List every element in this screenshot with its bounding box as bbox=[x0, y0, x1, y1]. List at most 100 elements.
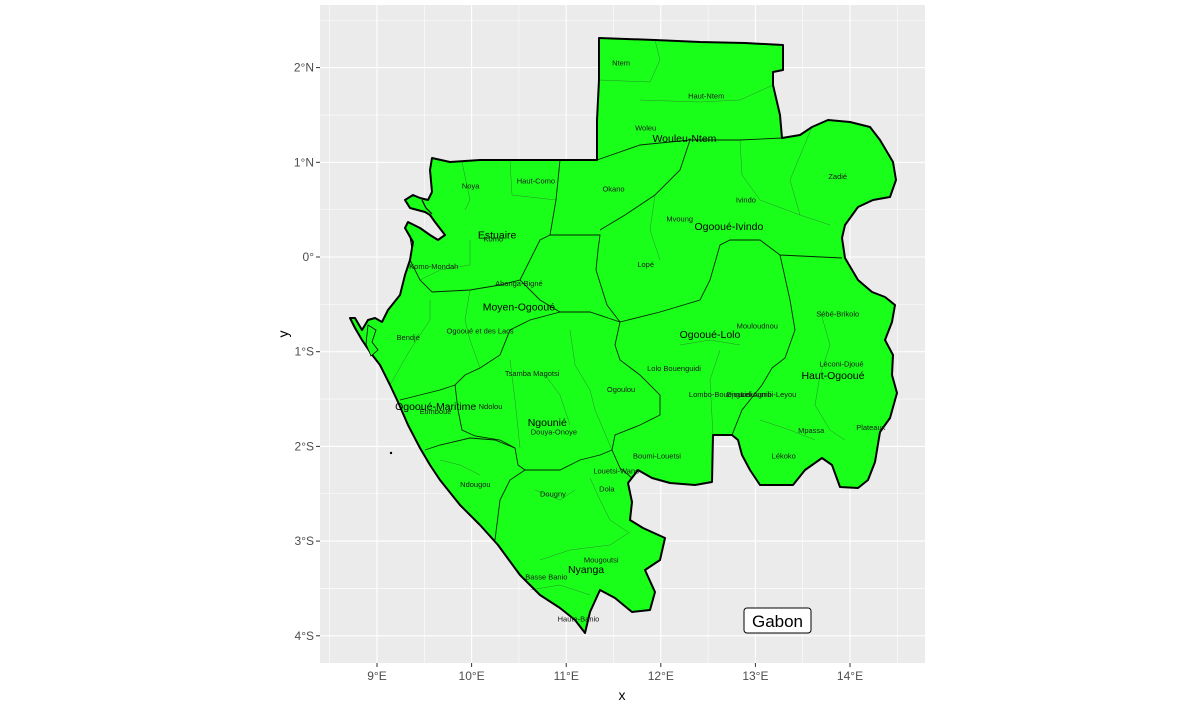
department-border bbox=[789, 126, 813, 216]
department-label: Djouori-Agnili bbox=[726, 390, 771, 399]
department-border bbox=[709, 349, 721, 436]
department-label: Boumi-Louetsi bbox=[633, 451, 681, 460]
y-tick-label: 0° bbox=[303, 250, 315, 264]
department-border bbox=[739, 139, 831, 226]
department-label: Lékoko bbox=[772, 451, 796, 460]
country-area bbox=[349, 37, 898, 634]
department-border bbox=[439, 459, 481, 476]
department-borders bbox=[389, 39, 846, 596]
department-border bbox=[649, 194, 661, 261]
department-label: Noya bbox=[462, 181, 480, 190]
department-label: Dola bbox=[599, 485, 615, 494]
department-label: Mpassa bbox=[798, 426, 825, 435]
department-border bbox=[679, 339, 741, 346]
province-border bbox=[550, 234, 621, 323]
y-tick-label: 2°N bbox=[294, 61, 314, 75]
department-label: Sébé-Brikolo bbox=[816, 309, 859, 318]
department-label: Bendjé bbox=[397, 333, 420, 342]
department-border bbox=[569, 329, 613, 451]
x-tick-label: 10°E bbox=[459, 669, 485, 683]
department-label: Louetsi-Wano bbox=[593, 467, 639, 476]
province-border bbox=[454, 384, 613, 471]
province-border bbox=[494, 469, 526, 541]
department-border bbox=[534, 489, 576, 501]
province-label: Ngounié bbox=[528, 417, 567, 429]
department-border bbox=[598, 39, 661, 83]
department-border bbox=[419, 240, 471, 281]
department-label: Okano bbox=[602, 184, 624, 193]
department-label: Tsamba Magotsi bbox=[505, 369, 560, 378]
y-axis: 2°N 1°N 0° 1°S 2°S 3°S 4°S bbox=[294, 61, 320, 643]
province-label: Nyanga bbox=[568, 564, 604, 576]
department-label: Haute-Banio bbox=[558, 614, 600, 623]
department-border bbox=[589, 477, 629, 533]
x-axis: 9°E 10°E 11°E 12°E 13°E 14°E bbox=[367, 663, 863, 683]
department-label: Etimboué bbox=[420, 407, 452, 416]
department-label: Komo-Mondah bbox=[409, 262, 458, 271]
country-label-text: Gabon bbox=[752, 612, 803, 631]
country-label: Gabon bbox=[743, 607, 812, 634]
department-label: Ndolou bbox=[479, 402, 503, 411]
x-tick-label: 13°E bbox=[742, 669, 768, 683]
department-label: Ogoulou bbox=[607, 385, 635, 394]
department-label: Mvoung bbox=[666, 215, 693, 224]
department-label: Zadié bbox=[828, 172, 847, 181]
province-label: Ogooué-Maritime bbox=[395, 401, 476, 413]
department-border bbox=[509, 159, 557, 201]
province-label: Ogooué-Lolo bbox=[680, 329, 741, 341]
y-axis-title: y bbox=[275, 331, 291, 338]
province-border bbox=[399, 311, 561, 401]
y-tick-label: 2°S bbox=[295, 439, 314, 453]
province-border bbox=[731, 254, 796, 436]
x-tick-label: 14°E bbox=[837, 669, 863, 683]
y-tick-label: 1°N bbox=[294, 155, 314, 169]
department-label: Woleu bbox=[635, 124, 656, 133]
department-border bbox=[759, 419, 816, 441]
province-border bbox=[619, 239, 843, 323]
department-border bbox=[814, 309, 846, 441]
province-labels: Wouleu-Ntem Estuaire Moyen-Ogooué Ogooué-Iv… bbox=[395, 133, 865, 576]
department-label: Ndougou bbox=[460, 480, 490, 489]
department-label: Plateaux bbox=[856, 423, 885, 432]
province-label: Estuaire bbox=[478, 230, 517, 242]
province-border bbox=[424, 437, 516, 451]
department-border bbox=[544, 374, 571, 426]
department-label: Douya-Onoye bbox=[531, 428, 577, 437]
x-tick-label: 9°E bbox=[367, 669, 386, 683]
province-label: Ogooué-Ivindo bbox=[694, 221, 763, 233]
province-label: Wouleu-Ntem bbox=[652, 133, 716, 145]
department-label: Dougny bbox=[540, 489, 566, 498]
department-label: Basse Banio bbox=[525, 573, 567, 582]
department-label: Abanga-Bigné bbox=[495, 279, 543, 288]
department-label: Haut-Ntem bbox=[688, 92, 724, 101]
department-border bbox=[539, 531, 631, 561]
province-label: Haut-Ogooué bbox=[801, 370, 864, 382]
province-border bbox=[611, 321, 661, 479]
department-label: Lopé bbox=[637, 260, 654, 269]
department-label: Lombo-Bouenguidi bbox=[689, 390, 752, 399]
department-border bbox=[509, 359, 521, 449]
department-label: Mougoutsi bbox=[584, 556, 619, 565]
department-label: Ivindo bbox=[736, 196, 756, 205]
y-tick-label: 4°S bbox=[295, 629, 314, 643]
department-label: Lolo Bouenguidi bbox=[647, 364, 701, 373]
department-border bbox=[639, 84, 774, 103]
department-border bbox=[461, 161, 471, 211]
department-border bbox=[464, 289, 481, 369]
island-dot bbox=[389, 451, 393, 455]
department-label: Mouloudnou bbox=[737, 322, 778, 331]
y-tick-label: 3°S bbox=[295, 534, 314, 548]
department-border bbox=[389, 300, 431, 386]
coast-detail bbox=[404, 199, 433, 249]
department-label: Lekoumbi-Leyou bbox=[741, 390, 796, 399]
x-tick-label: 12°E bbox=[648, 669, 674, 683]
gabon-outline bbox=[349, 37, 898, 634]
x-tick-label: 11°E bbox=[554, 669, 579, 683]
x-axis-title: x bbox=[619, 687, 626, 703]
department-label: Ogooué et des Lacs bbox=[447, 326, 514, 335]
department-label: Komo bbox=[484, 235, 504, 244]
department-border bbox=[529, 584, 591, 596]
department-label: Léconi-Djoué bbox=[819, 360, 863, 369]
department-label: Ntem bbox=[612, 58, 630, 67]
